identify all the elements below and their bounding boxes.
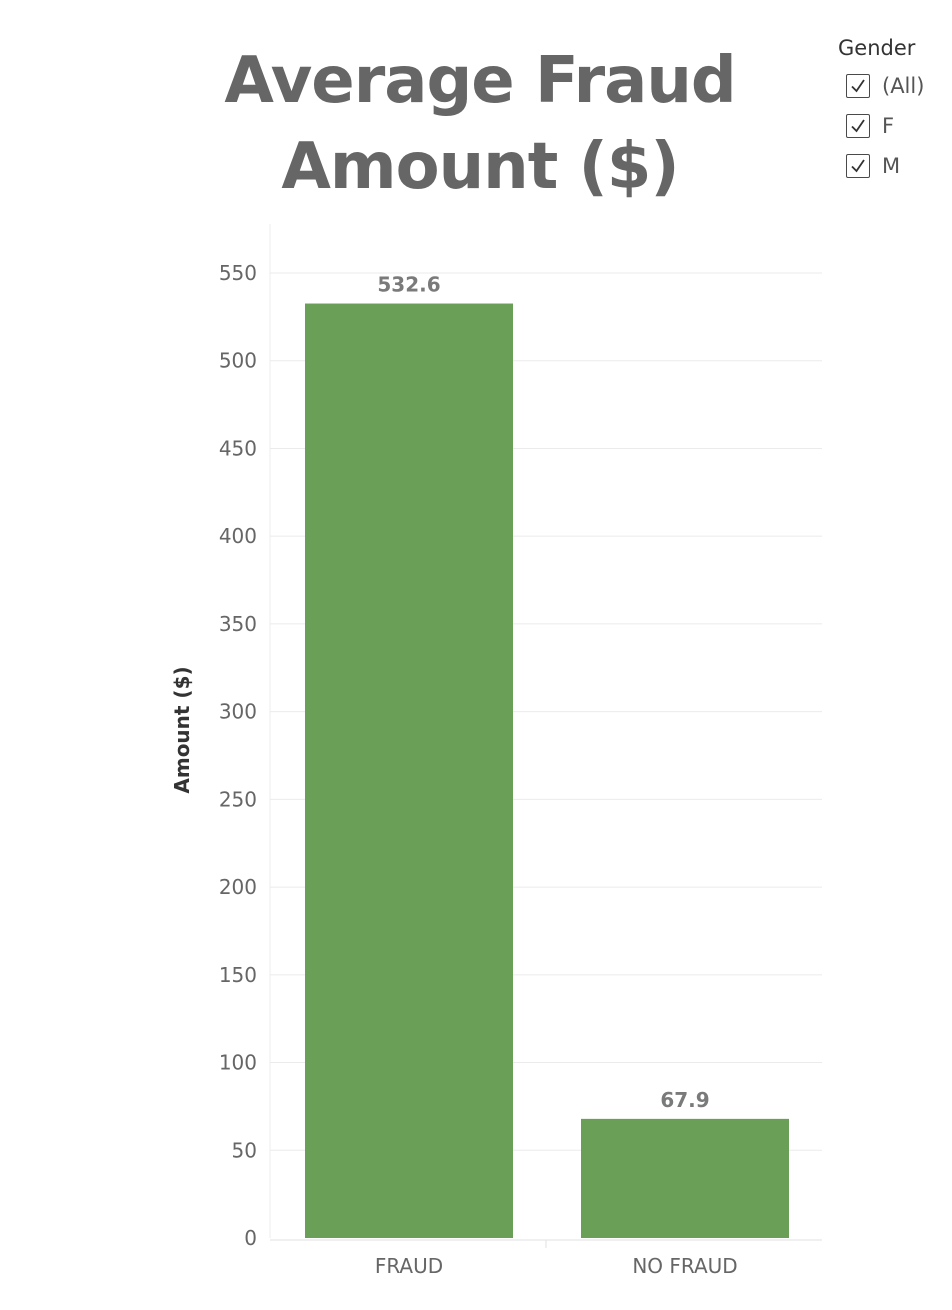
gender-filter-m[interactable]: M: [838, 146, 948, 186]
x-category-label: FRAUD: [375, 1254, 443, 1278]
y-axis-title: Amount ($): [170, 666, 194, 793]
y-tick-label: 50: [232, 1138, 257, 1162]
checkbox-f[interactable]: [846, 114, 870, 138]
chart-title-line-2: Amount ($): [281, 130, 679, 204]
checkmark-icon: [851, 119, 865, 133]
x-category-label: NO FRAUD: [632, 1254, 737, 1278]
y-tick-label: 500: [219, 349, 257, 373]
data-label: 532.6: [377, 273, 440, 297]
bar: [581, 1118, 789, 1238]
y-tick-label: 200: [219, 875, 257, 899]
gender-filter-m-label: M: [882, 154, 901, 178]
gender-filter: Gender (All) F M: [838, 34, 948, 186]
y-tick-label: 400: [219, 524, 257, 548]
gender-filter-f[interactable]: F: [838, 106, 948, 146]
bar: [305, 303, 513, 1239]
y-tick-label: 150: [219, 963, 257, 987]
gender-filter-f-label: F: [882, 114, 895, 138]
y-tick-label: 300: [219, 700, 257, 724]
y-tick-label: 550: [219, 261, 257, 285]
checkmark-icon: [851, 159, 865, 173]
checkbox-m[interactable]: [846, 154, 870, 178]
gender-filter-all[interactable]: (All): [838, 66, 948, 106]
chart-title: Average Fraud Amount ($): [180, 38, 780, 210]
chart-title-line-1: Average Fraud: [224, 44, 736, 118]
gender-filter-all-label: (All): [882, 74, 925, 98]
y-tick-label: 350: [219, 612, 257, 636]
y-tick-label: 100: [219, 1051, 257, 1075]
y-tick-label: 0: [244, 1226, 257, 1250]
data-label: 67.9: [660, 1088, 709, 1112]
gender-filter-title: Gender: [838, 36, 916, 60]
checkbox-all[interactable]: [846, 74, 870, 98]
checkmark-icon: [851, 79, 865, 93]
y-tick-label: 250: [219, 787, 257, 811]
y-tick-label: 450: [219, 436, 257, 460]
